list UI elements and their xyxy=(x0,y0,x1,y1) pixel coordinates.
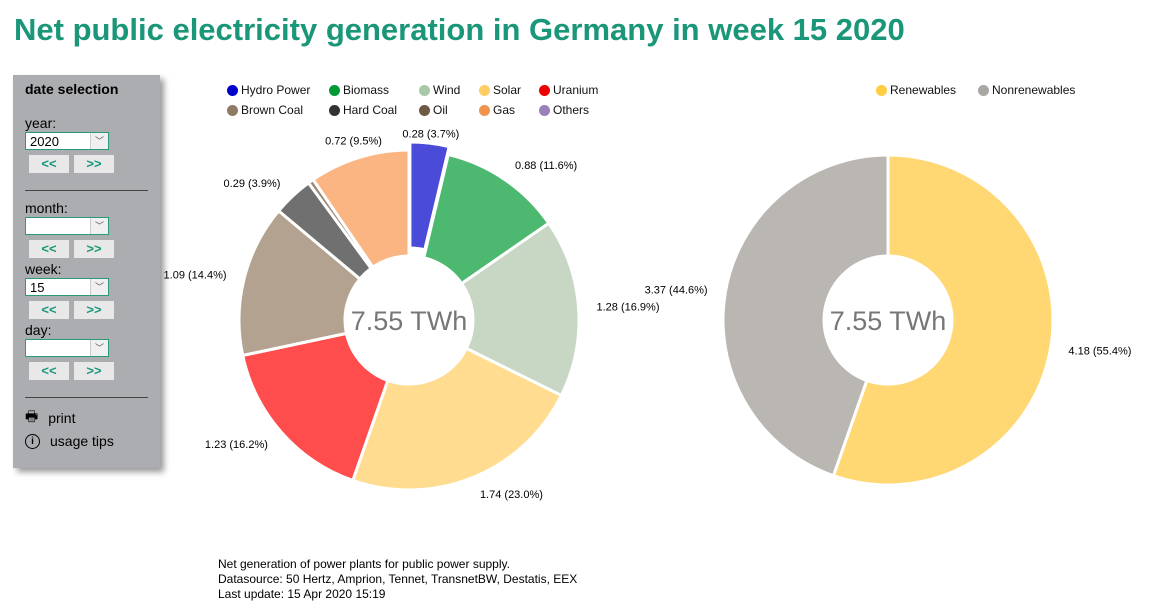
legend-item[interactable]: Nonrenewables xyxy=(978,83,1075,97)
slice-label: 0.72 (9.5%) xyxy=(325,135,382,147)
legend-label: Solar xyxy=(493,83,522,97)
year-select[interactable]: 2020 ﹀ xyxy=(25,132,109,150)
week-select[interactable]: 15 ﹀ xyxy=(25,278,109,296)
legend-label: Hard Coal xyxy=(343,103,398,117)
legend-swatch xyxy=(419,84,430,96)
printer-icon: 🖶 xyxy=(25,408,39,424)
info-icon: i xyxy=(25,433,40,449)
legend-item[interactable]: Brown Coal xyxy=(227,103,303,117)
footer-notes: Net generation of power plants for publi… xyxy=(218,557,577,602)
day-label: day: xyxy=(25,322,52,338)
slice-wind[interactable] xyxy=(460,221,581,397)
month-next-button[interactable]: >> xyxy=(74,240,114,258)
legend-swatch xyxy=(329,84,340,96)
chevron-down-icon: ﹀ xyxy=(90,279,108,295)
panel-heading: date selection xyxy=(25,81,119,97)
legend-swatch xyxy=(539,104,550,116)
slice-solar[interactable] xyxy=(351,346,563,492)
slice-brown-coal[interactable] xyxy=(237,209,362,357)
slice-label: 4.18 (55.4%) xyxy=(1068,346,1131,358)
date-selection-panel: date selection year: 2020 ﹀ << >> month: … xyxy=(13,75,160,468)
center-total-label: 7.55 TWh xyxy=(351,306,468,336)
footer-datasource: Datasource: 50 Hertz, Amprion, Tennet, T… xyxy=(218,572,578,586)
legend-swatch xyxy=(227,104,238,116)
legend-label: Wind xyxy=(433,83,461,97)
legend-swatch xyxy=(419,104,430,116)
divider xyxy=(25,190,148,191)
day-prev-button[interactable]: << xyxy=(29,362,69,380)
legend-item[interactable]: Hard Coal xyxy=(329,103,397,117)
legend-label: Renewables xyxy=(890,83,957,97)
legend-item[interactable]: Biomass xyxy=(329,83,389,97)
legend-label: Oil xyxy=(433,103,448,117)
legend-item[interactable]: Hydro Power xyxy=(227,83,310,97)
footer-line: Net generation of power plants for publi… xyxy=(218,557,510,571)
slice-label: 0.29 (3.9%) xyxy=(224,178,281,190)
year-label: year: xyxy=(25,115,57,131)
year-prev-button[interactable]: << xyxy=(29,155,69,173)
slice-label: 1.09 (14.4%) xyxy=(164,270,227,282)
legend-item[interactable]: Wind xyxy=(419,83,460,97)
week-value: 15 xyxy=(30,280,45,295)
usage-tips-label: usage tips xyxy=(50,433,114,449)
chevron-down-icon: ﹀ xyxy=(90,218,108,234)
legend-item[interactable]: Solar xyxy=(479,83,521,97)
legend-label: Nonrenewables xyxy=(992,83,1076,97)
legend-item[interactable]: Gas xyxy=(479,103,515,117)
legend-swatch xyxy=(479,104,490,116)
divider xyxy=(25,397,148,398)
slice-label: 0.88 (11.6%) xyxy=(515,160,577,172)
slice-label: 1.74 (23.0%) xyxy=(480,489,543,501)
legend-swatch xyxy=(227,84,238,96)
legend-label: Others xyxy=(553,103,590,117)
legend-item[interactable]: Renewables xyxy=(876,83,956,97)
slice-uranium[interactable] xyxy=(241,331,390,482)
month-select[interactable]: ﹀ xyxy=(25,217,109,235)
slice-nonrenewables[interactable] xyxy=(721,153,890,478)
chevron-down-icon: ﹀ xyxy=(90,133,108,149)
usage-tips-link[interactable]: i usage tips xyxy=(25,433,114,449)
day-next-button[interactable]: >> xyxy=(74,362,114,380)
print-link[interactable]: 🖶 print xyxy=(25,406,75,430)
legend-swatch xyxy=(876,84,887,96)
legend-label: Biomass xyxy=(343,83,390,97)
week-next-button[interactable]: >> xyxy=(74,301,114,319)
slice-label: 1.23 (16.2%) xyxy=(205,439,268,451)
print-label: print xyxy=(48,410,76,426)
year-value: 2020 xyxy=(30,134,59,149)
slice-gas[interactable] xyxy=(311,148,411,269)
week-prev-button[interactable]: << xyxy=(29,301,69,319)
legend-swatch xyxy=(479,84,490,96)
legend-item[interactable]: Oil xyxy=(419,103,448,117)
legend-label: Hydro Power xyxy=(241,83,311,97)
legend-label: Gas xyxy=(493,103,516,117)
slice-label: 3.37 (44.6%) xyxy=(645,284,708,296)
footer-last-update: Last update: 15 Apr 2020 15:19 xyxy=(218,587,386,601)
page-title: Net public electricity generation in Ger… xyxy=(14,12,905,47)
year-next-button[interactable]: >> xyxy=(74,155,114,173)
legend-swatch xyxy=(539,84,550,96)
legend-label: Uranium xyxy=(553,83,599,97)
chevron-down-icon: ﹀ xyxy=(90,340,108,356)
slice-label: 0.28 (3.7%) xyxy=(402,128,459,140)
center-total-label: 7.55 TWh xyxy=(830,306,947,336)
slice-label: 1.28 (16.9%) xyxy=(597,301,660,313)
month-label: month: xyxy=(25,200,68,216)
day-select[interactable]: ﹀ xyxy=(25,339,109,357)
month-prev-button[interactable]: << xyxy=(29,240,69,258)
week-label: week: xyxy=(25,261,62,277)
legend-item[interactable]: Uranium xyxy=(539,83,598,97)
legend-item[interactable]: Others xyxy=(539,103,589,117)
legend-swatch xyxy=(978,84,989,96)
legend-swatch xyxy=(329,104,340,116)
legend-label: Brown Coal xyxy=(241,103,304,117)
